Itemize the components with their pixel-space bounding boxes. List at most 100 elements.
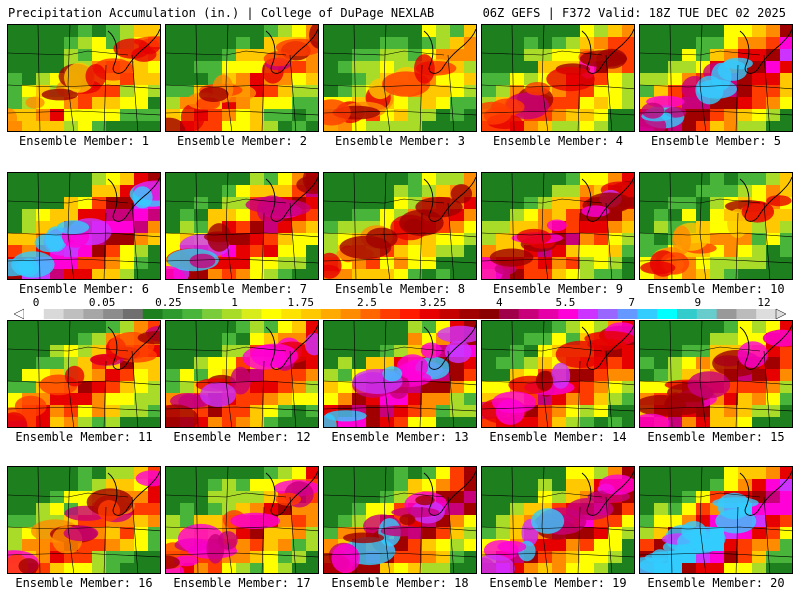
precip-field bbox=[482, 25, 634, 131]
member-label: Ensemble Member: 11 bbox=[15, 430, 153, 444]
header: Precipitation Accumulation (in.) | Colle… bbox=[0, 0, 800, 24]
precip-field bbox=[8, 321, 160, 427]
ensemble-member-map bbox=[7, 172, 161, 280]
colorbar-swatch bbox=[518, 309, 540, 319]
colorbar-swatch bbox=[301, 309, 322, 319]
precip-field bbox=[324, 173, 476, 279]
member-label: Ensemble Member: 16 bbox=[15, 576, 153, 590]
colorbar-tick-label: 4 bbox=[495, 296, 503, 309]
colorbar-swatch bbox=[677, 309, 698, 319]
member-label: Ensemble Member: 12 bbox=[173, 430, 311, 444]
precip-field bbox=[8, 173, 160, 279]
ensemble-member-map bbox=[165, 466, 319, 574]
colorbar-swatch bbox=[696, 309, 718, 319]
precip-field bbox=[640, 173, 792, 279]
member-label: Ensemble Member: 1 bbox=[18, 134, 150, 148]
ensemble-member-map bbox=[165, 172, 319, 280]
colorbar-swatch bbox=[419, 309, 441, 319]
colorbar-swatch bbox=[43, 309, 65, 319]
member-label: Ensemble Member: 3 bbox=[334, 134, 466, 148]
colorbar-swatch bbox=[439, 309, 460, 319]
colorbar-swatch bbox=[578, 309, 599, 319]
ensemble-member-map bbox=[639, 172, 793, 280]
colorbar-swatch bbox=[597, 309, 619, 319]
colorbar-swatch bbox=[657, 309, 678, 319]
member-label: Ensemble Member: 17 bbox=[173, 576, 311, 590]
colorbar-tick-label: 3.25 bbox=[419, 296, 447, 309]
precip-field bbox=[324, 25, 476, 131]
ensemble-member-map bbox=[639, 24, 793, 132]
member-label: Ensemble Member: 6 bbox=[18, 282, 150, 296]
precip-field bbox=[8, 467, 160, 573]
page-title: Precipitation Accumulation (in.) | Colle… bbox=[8, 6, 435, 20]
member-label: Ensemble Member: 10 bbox=[647, 282, 785, 296]
colorbar-swatch bbox=[221, 309, 243, 319]
member-label: Ensemble Member: 2 bbox=[176, 134, 308, 148]
colorbar-right-arrow bbox=[775, 308, 786, 320]
colorbar-swatch bbox=[479, 309, 500, 319]
colorbar-swatch bbox=[716, 309, 737, 319]
colorbar-swatch bbox=[281, 309, 302, 319]
member-label: Ensemble Member: 9 bbox=[492, 282, 624, 296]
precip-field bbox=[166, 25, 318, 131]
colorbar-swatch bbox=[142, 309, 164, 319]
ensemble-member-map bbox=[323, 172, 477, 280]
colorbar-tick-label: 0 bbox=[32, 296, 40, 309]
member-label: Ensemble Member: 4 bbox=[492, 134, 624, 148]
colorbar-left-arrow bbox=[14, 308, 25, 320]
colorbar-swatch bbox=[637, 309, 658, 319]
colorbar-tick-label: 1.75 bbox=[287, 296, 314, 309]
colorbar-swatch bbox=[261, 309, 282, 319]
precip-field bbox=[640, 25, 792, 131]
colorbar-swatch bbox=[400, 309, 421, 319]
colorbar-swatch bbox=[617, 309, 638, 319]
precip-field bbox=[482, 321, 634, 427]
colorbar-swatch bbox=[498, 309, 520, 319]
colorbar-swatch bbox=[162, 309, 183, 319]
ensemble-member-map bbox=[323, 466, 477, 574]
ensemble-member-map bbox=[639, 320, 793, 428]
precip-field bbox=[324, 321, 476, 427]
colorbar-swatch bbox=[360, 309, 381, 319]
precip-field bbox=[8, 25, 160, 131]
colorbar-tick-label: 7 bbox=[628, 296, 635, 309]
precip-field bbox=[166, 173, 318, 279]
colorbar-swatch bbox=[459, 309, 480, 319]
precip-field bbox=[640, 321, 792, 427]
member-label: Ensemble Member: 13 bbox=[331, 430, 469, 444]
ensemble-member-map bbox=[481, 466, 635, 574]
colorbar bbox=[14, 308, 786, 320]
colorbar-swatch bbox=[63, 309, 84, 319]
colorbar-swatch bbox=[558, 309, 579, 319]
member-label: Ensemble Member: 8 bbox=[334, 282, 466, 296]
precip-field bbox=[166, 467, 318, 573]
ensemble-member-map bbox=[165, 24, 319, 132]
colorbar-swatch bbox=[756, 309, 777, 319]
ensemble-member-map bbox=[639, 466, 793, 574]
precip-field bbox=[640, 467, 792, 573]
colorbar-swatch bbox=[736, 309, 757, 319]
colorbar-swatch bbox=[182, 309, 203, 319]
ensemble-member-map bbox=[481, 24, 635, 132]
colorbar-tick-label: 0.25 bbox=[155, 296, 182, 309]
ensemble-member-map bbox=[165, 320, 319, 428]
colorbar-swatch bbox=[122, 309, 144, 319]
colorbar-swatch bbox=[380, 309, 401, 319]
ensemble-member-map bbox=[481, 172, 635, 280]
colorbar-tick-label: 5.5 bbox=[555, 296, 576, 309]
colorbar-swatch bbox=[24, 309, 45, 319]
ensemble-member-map bbox=[7, 466, 161, 574]
colorbar-swatch bbox=[202, 309, 223, 319]
colorbar-swatch bbox=[340, 309, 361, 319]
run-info: 06Z GEFS | F372 Valid: 18Z TUE DEC 02 20… bbox=[482, 6, 786, 20]
precip-field bbox=[166, 321, 318, 427]
colorbar-tick-labels: 0 0.05 0.25 1 1.75 2.5 3.25 4 5.5 7 9 12 bbox=[0, 296, 800, 309]
ensemble-member-map bbox=[481, 320, 635, 428]
ensemble-member-map bbox=[323, 24, 477, 132]
precip-field bbox=[324, 467, 476, 573]
precip-field bbox=[482, 173, 634, 279]
colorbar-swatch bbox=[320, 309, 342, 319]
colorbar-swatch bbox=[538, 309, 559, 319]
member-label: Ensemble Member: 14 bbox=[489, 430, 627, 444]
colorbar-tick-label: 0.05 bbox=[88, 296, 116, 309]
